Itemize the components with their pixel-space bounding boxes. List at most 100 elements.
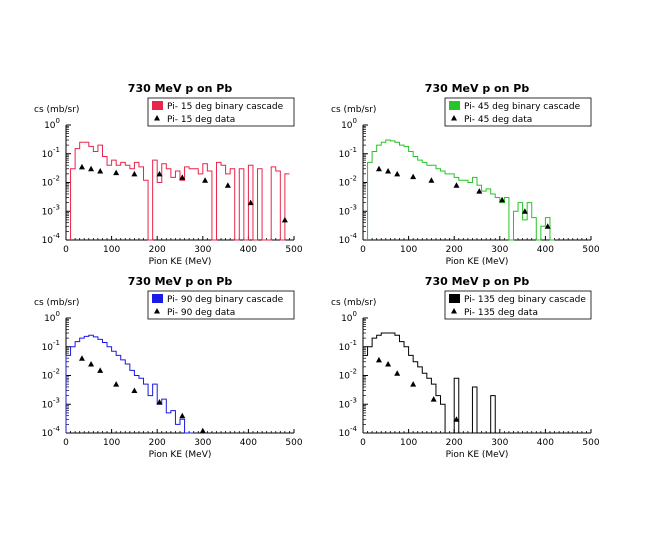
- data-point: [281, 216, 288, 223]
- series-binary-cascade-step: [367, 139, 555, 241]
- legend-swatch-binary-cascade: [449, 101, 460, 110]
- data-point: [88, 165, 95, 172]
- data-point: [156, 398, 163, 405]
- x-tick-label: 200: [149, 438, 166, 448]
- legend-label-data: Pi- 45 deg data: [464, 115, 532, 125]
- chart-title: 730 MeV p on Pb: [128, 275, 233, 288]
- x-tick-label: 0: [63, 438, 69, 448]
- legend-marker-data: [451, 115, 457, 121]
- data-point: [88, 361, 95, 367]
- y-tick-label: 10-3: [42, 203, 60, 217]
- legend: Pi- 90 deg binary cascade Pi- 90 deg data: [147, 290, 295, 320]
- x-axis-label: Pion KE (MeV): [446, 450, 509, 460]
- legend-box: [147, 97, 295, 127]
- chart-title: 730 MeV p on Pb: [425, 275, 530, 288]
- x-tick-label: 300: [194, 438, 211, 448]
- chart-title: 730 MeV p on Pb: [128, 82, 233, 95]
- x-tick-label: 500: [582, 438, 599, 448]
- y-tick-label: 100: [341, 310, 357, 324]
- x-tick-label: 100: [400, 245, 417, 255]
- x-tick-label: 300: [194, 245, 211, 255]
- y-tick-label: 10-2: [339, 175, 357, 189]
- series-binary-cascade-step: [65, 334, 194, 434]
- data-point: [375, 356, 382, 363]
- y-tick-label: 10-2: [339, 368, 357, 382]
- data-point: [544, 223, 551, 229]
- x-tick-label: 0: [63, 245, 69, 255]
- y-axis-label: cs (mb/sr): [34, 298, 79, 308]
- x-tick-label: 500: [582, 245, 599, 255]
- x-tick-label: 100: [103, 245, 120, 255]
- legend-marker-data: [154, 308, 160, 314]
- legend-marker-data: [451, 308, 457, 314]
- data-point: [476, 188, 483, 194]
- legend-label-binary-cascade: Pi- 90 deg binary cascade: [167, 295, 284, 305]
- legend-label-binary-cascade: Pi- 15 deg binary cascade: [167, 102, 284, 112]
- y-tick-label: 10-1: [42, 146, 60, 160]
- y-tick-label: 10-4: [339, 232, 358, 246]
- data-point: [113, 169, 120, 176]
- x-tick-label: 400: [537, 438, 554, 448]
- legend: Pi- 135 deg binary cascade Pi- 135 deg da…: [444, 290, 592, 320]
- x-axis-label: Pion KE (MeV): [149, 257, 212, 267]
- data-point: [428, 177, 435, 183]
- data-point: [430, 396, 437, 402]
- data-point: [156, 170, 163, 177]
- data-point: [131, 170, 138, 177]
- x-axis-label: Pion KE (MeV): [446, 257, 509, 267]
- y-tick-label: 10-1: [339, 339, 357, 353]
- y-tick-label: 100: [341, 117, 357, 131]
- y-tick-label: 10-2: [42, 368, 60, 382]
- data-point: [78, 163, 85, 170]
- x-tick-label: 100: [400, 438, 417, 448]
- data-point: [179, 412, 186, 419]
- legend-label-data: Pi- 90 deg data: [167, 308, 235, 318]
- series-binary-cascade-step: [70, 141, 290, 241]
- legend-swatch-binary-cascade: [152, 101, 163, 110]
- data-point: [453, 416, 460, 422]
- legend-marker-data: [154, 115, 160, 121]
- legend-label-binary-cascade: Pi- 135 deg binary cascade: [464, 295, 586, 305]
- x-tick-label: 200: [446, 438, 463, 448]
- data-point: [394, 370, 401, 376]
- x-tick-label: 500: [285, 245, 302, 255]
- x-tick-label: 0: [360, 438, 366, 448]
- legend-swatch-binary-cascade: [152, 294, 163, 303]
- legend-swatch-binary-cascade: [449, 294, 460, 303]
- data-point: [394, 170, 401, 177]
- legend-label-data: Pi- 135 deg data: [464, 308, 538, 318]
- legend-label-binary-cascade: Pi- 45 deg binary cascade: [464, 102, 581, 112]
- legend: Pi- 15 deg binary cascade Pi- 15 deg data: [147, 97, 295, 127]
- data-point: [375, 165, 382, 172]
- x-tick-label: 400: [240, 438, 257, 448]
- x-tick-label: 300: [491, 245, 508, 255]
- data-point: [78, 355, 85, 361]
- y-tick-label: 10-4: [42, 232, 61, 246]
- data-point: [453, 182, 460, 188]
- series-binary-cascade-step: [362, 332, 500, 434]
- data-point: [97, 168, 104, 174]
- data-point: [385, 361, 392, 367]
- data-point: [410, 173, 417, 180]
- legend-box: [444, 97, 592, 127]
- y-tick-label: 10-4: [42, 425, 61, 439]
- data-point: [247, 199, 254, 206]
- data-point: [179, 174, 186, 180]
- data-point: [131, 387, 138, 394]
- data-point: [224, 182, 231, 188]
- data-point: [97, 367, 104, 373]
- y-tick-label: 10-1: [339, 146, 357, 160]
- x-tick-label: 0: [360, 245, 366, 255]
- x-tick-label: 100: [103, 438, 120, 448]
- y-axis-label: cs (mb/sr): [34, 105, 79, 115]
- x-tick-label: 400: [240, 245, 257, 255]
- x-tick-label: 200: [149, 245, 166, 255]
- x-axis-label: Pion KE (MeV): [149, 450, 212, 460]
- data-point: [410, 381, 417, 387]
- chart-title: 730 MeV p on Pb: [425, 82, 530, 95]
